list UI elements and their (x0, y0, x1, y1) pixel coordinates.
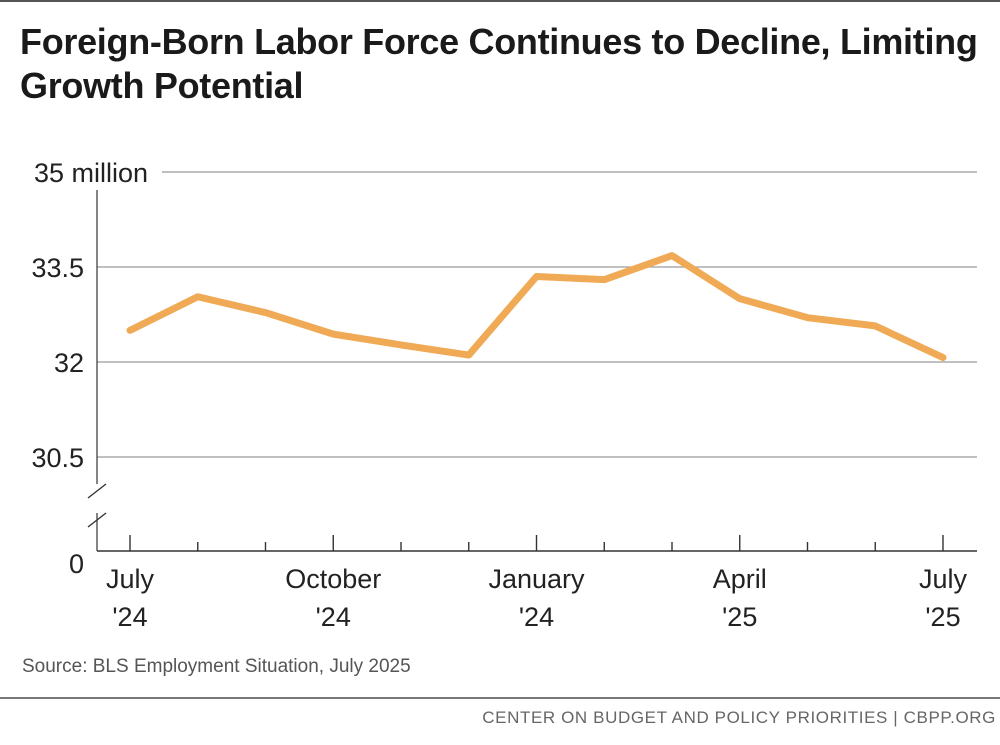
x-tick-label: July (106, 564, 155, 594)
top-rule (0, 0, 1000, 2)
y-tick-label: 32 (54, 348, 84, 378)
axis-break-mark (87, 483, 107, 499)
x-tick-label: '25 (925, 602, 960, 632)
chart-title: Foreign-Born Labor Force Continues to De… (20, 21, 978, 106)
footer-credit: CENTER ON BUDGET AND POLICY PRIORITIES |… (482, 708, 996, 727)
x-tick-label: '24 (112, 602, 147, 632)
source-note: Source: BLS Employment Situation, July 2… (22, 656, 411, 677)
y-tick-label: 35 million (34, 158, 148, 188)
x-tick-label: '24 (316, 602, 351, 632)
line-chart: 35 million 33.5 32 30.5 0 July '24 October '24 Ja… (31, 158, 977, 632)
x-tick-label: July (919, 564, 968, 594)
y-zero-label: 0 (69, 549, 84, 579)
x-tick-label: '24 (519, 602, 554, 632)
x-tick-label: January (488, 564, 585, 594)
series-line (126, 252, 947, 362)
bottom-rule (0, 697, 1000, 699)
x-tick-label: April (713, 564, 767, 594)
y-tick-label: 33.5 (31, 253, 84, 283)
x-tick-label: October (285, 564, 381, 594)
y-tick-label: 30.5 (31, 443, 84, 473)
axis-break-mark (87, 512, 107, 528)
x-tick-label: '25 (722, 602, 757, 632)
